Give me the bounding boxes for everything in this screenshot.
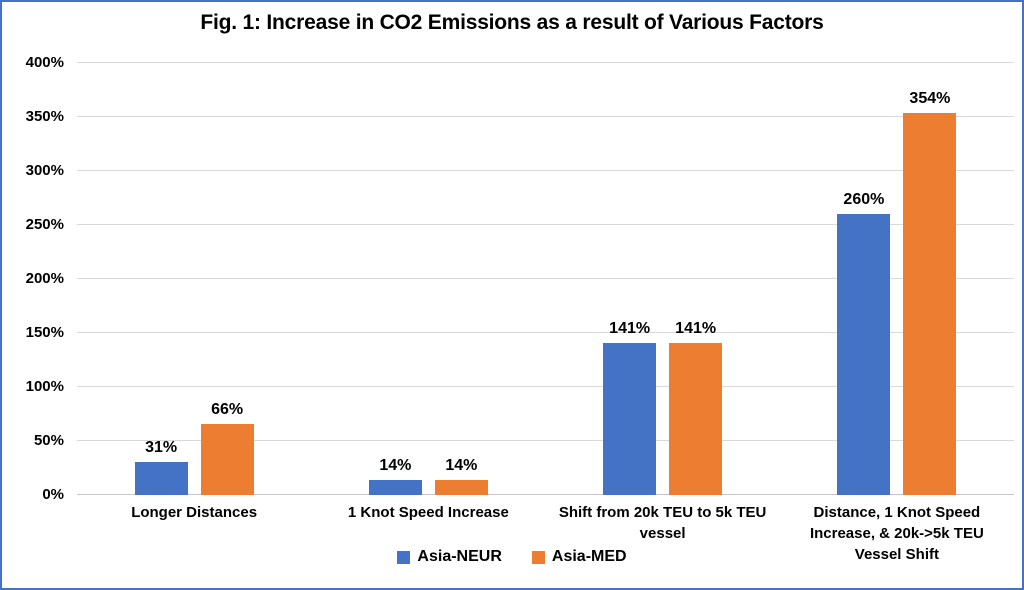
bar-data-label: 141%	[609, 319, 651, 337]
bar-group: 260% 354%	[780, 63, 1014, 495]
x-axis-category-labels: Longer Distances 1 Knot Speed Increase Shi…	[77, 502, 1014, 565]
y-tick-label: 300%	[25, 162, 64, 179]
plot-area: 31% 66% 14% 14% 141% 141% 260% 354%	[77, 62, 1014, 495]
legend-item-asia-neur: Asia-NEUR	[397, 548, 502, 566]
bar-group: 31% 66%	[77, 63, 311, 495]
bar-slot: 31%	[134, 63, 188, 495]
bar-data-label: 260%	[843, 191, 885, 209]
bar-data-label: 14%	[445, 456, 478, 474]
bar-data-label: 354%	[909, 89, 951, 107]
bar-group: 14% 14%	[311, 63, 545, 495]
gridline	[77, 116, 1014, 117]
bar-asia-neur	[134, 461, 188, 495]
y-tick-label: 200%	[25, 270, 64, 287]
category-label: Shift from 20k TEU to 5k TEU vessel	[558, 504, 767, 542]
bar-slot: 66%	[200, 63, 254, 495]
gridline	[77, 170, 1014, 171]
bar-slot: 14%	[434, 63, 488, 495]
legend-swatch-icon	[531, 550, 545, 564]
y-tick-label: 350%	[25, 108, 64, 125]
bar-data-label: 66%	[211, 400, 244, 418]
gridline	[77, 62, 1014, 63]
y-tick-label: 150%	[25, 324, 64, 341]
bar-slot: 260%	[837, 63, 891, 495]
y-tick-label: 250%	[25, 216, 64, 233]
bar-asia-neur	[837, 214, 891, 495]
category-label: 1 Knot Speed Increase	[347, 504, 509, 521]
legend-swatch-icon	[397, 550, 411, 564]
legend-label: Asia-MED	[551, 548, 627, 565]
bar-slot: 141%	[669, 63, 723, 495]
legend-item-asia-med: Asia-MED	[531, 548, 627, 566]
bar-data-label: 141%	[675, 319, 717, 337]
gridline	[77, 332, 1014, 333]
category-label: Longer Distances	[131, 504, 258, 521]
bar-asia-med	[200, 423, 254, 495]
chart-title: Fig. 1: Increase in CO2 Emissions as a r…	[200, 11, 824, 34]
category-label: Distance, 1 Knot Speed Increase, & 20k->…	[809, 504, 984, 563]
y-tick-label: 400%	[25, 54, 64, 71]
bar-asia-med	[903, 112, 957, 495]
bar-group: 141% 141%	[546, 63, 780, 495]
gridline	[77, 440, 1014, 441]
bar-asia-neur	[368, 479, 422, 495]
bar-asia-med	[434, 479, 488, 495]
chart-legend: Asia-NEUR Asia-MED	[2, 548, 1022, 566]
gridline	[77, 224, 1014, 225]
bar-asia-neur	[603, 342, 657, 495]
legend-label: Asia-NEUR	[417, 548, 502, 565]
gridline	[77, 278, 1014, 279]
bar-slot: 354%	[903, 63, 957, 495]
x-axis-line	[77, 494, 1014, 495]
bar-slot: 14%	[368, 63, 422, 495]
bar-slot: 141%	[603, 63, 657, 495]
bar-asia-med	[669, 342, 723, 495]
gridline	[77, 386, 1014, 387]
y-tick-label: 100%	[25, 378, 64, 395]
y-tick-label: 50%	[33, 432, 64, 449]
y-tick-label: 0%	[42, 486, 64, 503]
bar-data-label: 14%	[379, 456, 412, 474]
bar-data-label: 31%	[145, 438, 178, 456]
